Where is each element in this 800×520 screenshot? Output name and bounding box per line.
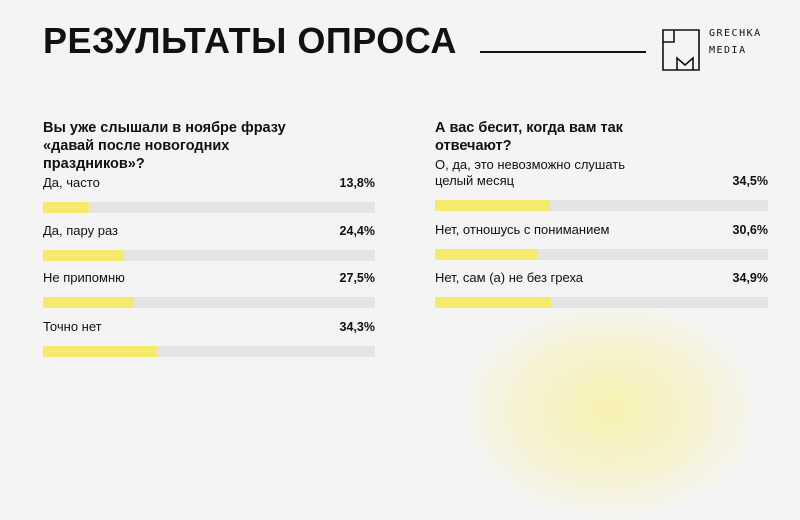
bar-track bbox=[435, 249, 768, 260]
chart-2: О, да, это невозможно слушать целый меся… bbox=[435, 157, 768, 330]
bar-value: 34,5% bbox=[732, 174, 768, 188]
logo-text: GRECHKA MEDIA bbox=[709, 25, 799, 59]
bar-fill bbox=[435, 249, 537, 260]
bar-value: 34,3% bbox=[339, 320, 375, 334]
bar-fill bbox=[43, 250, 124, 261]
bar-track bbox=[43, 346, 375, 357]
bar-label: Точно нет bbox=[43, 319, 102, 334]
bar-track bbox=[43, 297, 375, 308]
bar-value: 13,8% bbox=[339, 176, 375, 190]
bar-fill bbox=[43, 346, 157, 357]
bar-fill bbox=[43, 297, 135, 308]
bar-value: 34,9% bbox=[732, 271, 768, 285]
bar-item: Да, пару раз 24,4% bbox=[43, 201, 375, 261]
question-1: Вы уже слышали в ноябре фразу «давай пос… bbox=[43, 120, 286, 172]
bar-item: Точно нет 34,3% bbox=[43, 297, 375, 357]
bar-track bbox=[435, 200, 768, 211]
bar-fill bbox=[43, 202, 89, 213]
bar-item: Нет, сам (а) не без греха 34,9% bbox=[435, 248, 768, 308]
bar-fill bbox=[435, 297, 552, 308]
title-divider bbox=[480, 51, 646, 53]
bar-label: Да, часто bbox=[43, 175, 100, 190]
bar-track bbox=[43, 202, 375, 213]
bar-value: 27,5% bbox=[339, 271, 375, 285]
bar-label: Нет, отношусь с пониманием bbox=[435, 222, 610, 237]
bar-label: О, да, это невозможно слушать целый меся… bbox=[435, 157, 626, 188]
bar-item: Не припомню 27,5% bbox=[43, 248, 375, 308]
bar-value: 30,6% bbox=[732, 223, 768, 237]
bar-label: Не припомню bbox=[43, 270, 125, 285]
bar-fill bbox=[435, 200, 550, 211]
logo-text-line2: MEDIA bbox=[709, 45, 747, 56]
question-2: А вас бесит, когда вам так отвечают? bbox=[435, 120, 623, 154]
bar-item: Нет, отношусь с пониманием 30,6% bbox=[435, 200, 768, 260]
bar-label: Да, пару раз bbox=[43, 223, 118, 238]
page-title: РЕЗУЛЬТАТЫ ОПРОСА bbox=[43, 20, 457, 61]
bar-item: О, да, это невозможно слушать целый меся… bbox=[435, 151, 768, 211]
background-glow bbox=[460, 300, 760, 520]
chart-1: Да, часто 13,8% Да, пару раз 24,4% Не припом… bbox=[43, 175, 375, 380]
bar-value: 24,4% bbox=[339, 224, 375, 238]
logo-text-line1: GRECHKA bbox=[709, 28, 762, 39]
logo-mark-icon bbox=[662, 29, 700, 71]
bar-track bbox=[43, 250, 375, 261]
bar-label: Нет, сам (а) не без греха bbox=[435, 270, 584, 285]
bar-item: Да, часто 13,8% bbox=[43, 153, 375, 213]
bar-track bbox=[435, 297, 768, 308]
